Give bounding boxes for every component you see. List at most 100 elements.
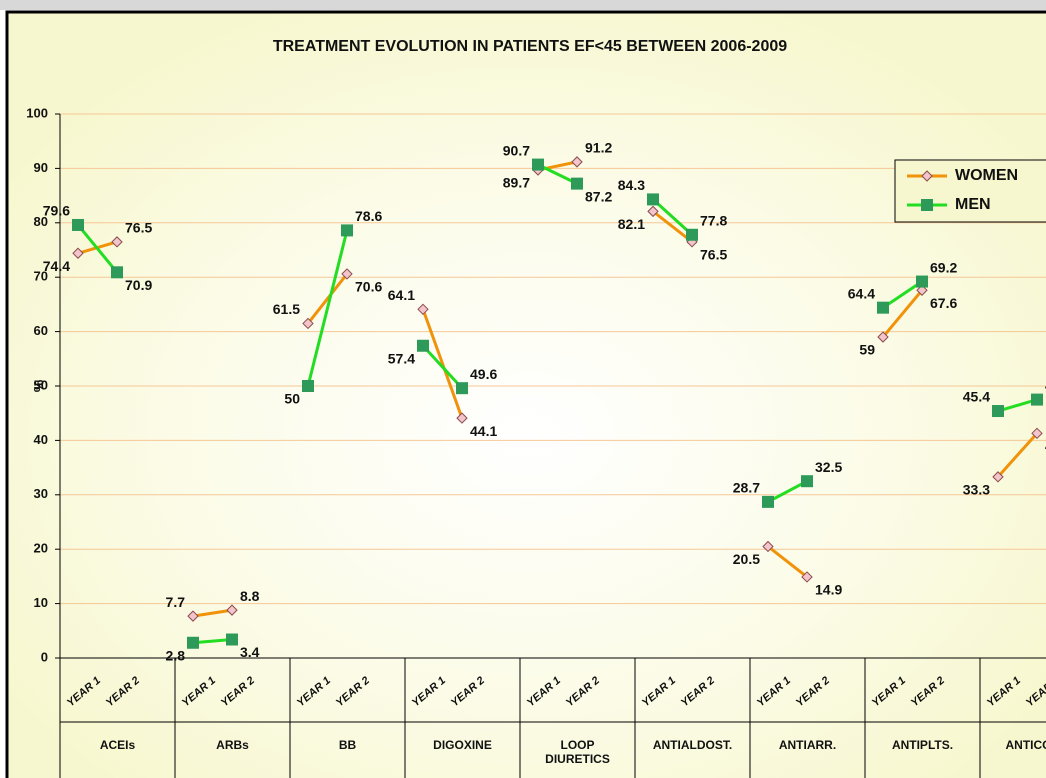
group-label: ARBs: [216, 738, 249, 752]
y-tick-label: 80: [34, 214, 48, 229]
marker: [916, 275, 928, 288]
data-label: 2.8: [166, 647, 186, 663]
y-tick-label: 20: [34, 541, 48, 556]
data-label: 64.4: [848, 285, 875, 301]
marker: [302, 380, 314, 392]
series-line: [767, 545, 808, 579]
series-line: [421, 308, 464, 419]
series-line: [192, 608, 233, 618]
chart-title: TREATMENT EVOLUTION IN PATIENTS EF<45 BE…: [273, 38, 787, 55]
marker: [341, 268, 353, 280]
data-label: 87.2: [585, 188, 612, 204]
marker: [111, 236, 123, 248]
group-label: DIGOXINE: [433, 738, 492, 752]
data-label: 70.6: [355, 279, 382, 295]
data-label: 84.3: [618, 177, 645, 193]
data-label: 57.4: [388, 350, 415, 366]
group-label: ANTIALDOST.: [652, 738, 733, 752]
series-line: [882, 280, 923, 309]
marker: [916, 284, 928, 296]
data-label: 50: [284, 391, 300, 407]
top-bar: [0, 0, 1046, 10]
marker: [417, 339, 429, 352]
marker: [226, 604, 238, 616]
data-label: 76.5: [700, 247, 727, 263]
series-line: [537, 163, 578, 185]
y-tick-label: 100: [26, 105, 48, 120]
data-label: 45.4: [963, 389, 990, 405]
y-tick-label: 10: [34, 595, 48, 610]
marker: [1031, 427, 1043, 440]
data-label: 90.7: [503, 142, 530, 158]
legend-marker: [921, 170, 933, 182]
data-label: 76.5: [125, 220, 152, 236]
group-label: ANTIARR.: [778, 738, 837, 752]
data-label: 69.2: [930, 259, 957, 275]
series-line: [192, 638, 233, 645]
legend-label: WOMEN: [955, 167, 1018, 184]
marker: [801, 475, 813, 488]
marker: [341, 224, 353, 237]
y-tick-label: 60: [34, 323, 48, 338]
marker: [992, 405, 1004, 418]
marker: [456, 412, 468, 424]
data-label: 79.6: [43, 203, 70, 219]
group-label: ACEIs: [99, 738, 136, 752]
y-tick-label: 30: [34, 486, 48, 501]
data-label: 49.6: [470, 366, 497, 382]
marker: [992, 471, 1004, 483]
marker: [571, 156, 583, 168]
series-line: [881, 289, 924, 339]
marker: [417, 303, 429, 316]
series-line: [421, 344, 464, 390]
marker: [762, 495, 774, 508]
data-label: 14.9: [815, 582, 842, 598]
data-label: 44.1: [470, 423, 497, 439]
series-line: [76, 224, 119, 274]
series-line: [996, 432, 1039, 478]
data-label: 70.9: [125, 277, 152, 293]
data-label: 32.5: [815, 459, 842, 475]
marker: [877, 301, 889, 314]
series-line: [306, 230, 349, 387]
series-line: [767, 479, 808, 504]
marker: [187, 636, 199, 649]
series-line: [306, 273, 349, 325]
series-line: [997, 398, 1038, 413]
data-label: 7.7: [166, 594, 186, 610]
marker: [226, 633, 238, 646]
data-label: 33.3: [963, 482, 990, 498]
marker: [877, 331, 889, 343]
data-label: 8.8: [240, 588, 260, 604]
y-tick-label: 0: [41, 649, 48, 664]
data-label: 91.2: [585, 140, 612, 156]
series-line: [652, 210, 693, 244]
marker: [187, 610, 199, 622]
marker: [647, 205, 659, 218]
data-label: 3.4: [240, 644, 260, 660]
data-label: 89.7: [503, 175, 530, 191]
marker: [1031, 393, 1043, 406]
data-label: 82.1: [618, 216, 645, 232]
chart-frame: [5, 10, 1046, 778]
data-label: 28.7: [733, 480, 760, 496]
marker: [801, 571, 813, 583]
group-label: ANTICOAG: [1005, 738, 1046, 752]
marker: [571, 177, 583, 190]
data-label: 77.8: [700, 212, 727, 228]
group-label: BB: [338, 738, 357, 752]
y-axis-title: %: [31, 379, 47, 392]
data-label: 74.4: [43, 258, 70, 274]
y-tick-label: 40: [34, 432, 48, 447]
marker: [456, 382, 468, 395]
marker: [762, 540, 774, 553]
legend-label: MEN: [955, 196, 991, 213]
legend-box: [894, 159, 1046, 223]
marker: [686, 228, 698, 241]
marker: [72, 218, 84, 231]
y-tick-label: 50: [34, 377, 48, 392]
data-label: 64.1: [388, 287, 415, 303]
data-label: 20.5: [733, 551, 760, 567]
